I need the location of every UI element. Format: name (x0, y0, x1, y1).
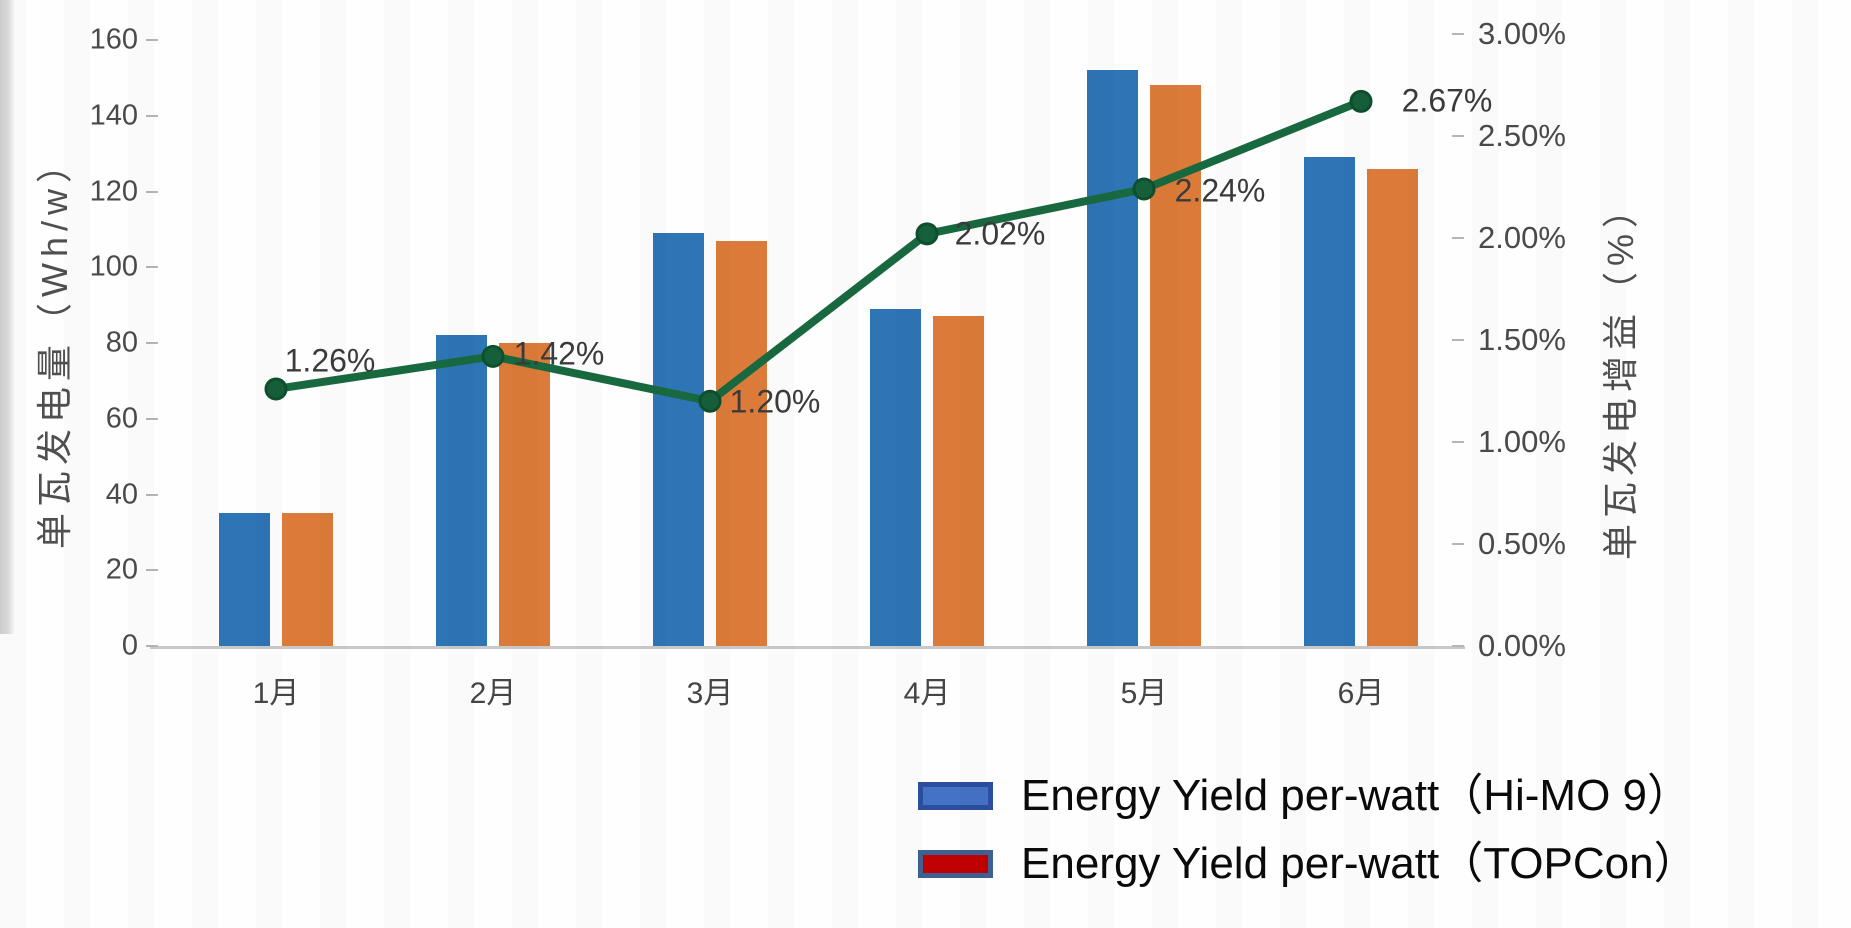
right-axis-tick-mark (1452, 339, 1464, 341)
right-axis-tick-label: 0.50% (1478, 526, 1566, 561)
gain-point-label: 2.02% (954, 215, 1046, 252)
right-axis-tick-label: 3.00% (1478, 16, 1566, 51)
left-axis-tick-mark (146, 39, 158, 41)
left-axis-tick-label: 160 (89, 23, 138, 56)
x-axis-category-label: 4月 (903, 677, 951, 710)
bar-topcon (499, 343, 550, 646)
gain-point-label: 1.20% (729, 383, 821, 420)
gain-point-label: 2.67% (1401, 82, 1493, 119)
gain-line-marker (1349, 89, 1373, 113)
gain-line-marker (264, 377, 288, 401)
right-axis-tick-mark (1452, 33, 1464, 35)
right-axis-tick-mark (1452, 645, 1464, 647)
right-axis-tick-label: 1.00% (1478, 424, 1566, 459)
gain-line-marker (698, 389, 722, 413)
gain-point-label: 1.42% (513, 335, 605, 372)
bar-himo9 (653, 233, 704, 646)
gain-line-marker (481, 344, 505, 368)
right-axis-tick-mark (1452, 543, 1464, 545)
left-axis-tick-label: 20 (105, 553, 138, 586)
left-axis-tick-mark (146, 569, 158, 572)
left-axis-tick-mark (146, 266, 158, 269)
gain-point-label: 1.26% (284, 342, 376, 379)
left-axis-tick-mark (146, 114, 158, 117)
left-axis-tick-mark (146, 342, 158, 344)
right-axis-tick-label: 2.00% (1478, 220, 1566, 255)
right-axis-tick-mark (1452, 237, 1464, 239)
bar-topcon (282, 513, 333, 646)
gain-line-marker (1132, 177, 1156, 201)
right-axis-tick-label: 0.00% (1478, 628, 1566, 663)
right-axis-tick-label: 1.50% (1478, 322, 1566, 357)
left-axis-tick-label: 60 (105, 402, 138, 435)
x-axis-line (150, 646, 1465, 649)
right-axis-tick-mark (1452, 135, 1464, 137)
x-axis-category-label: 1月 (252, 677, 300, 710)
x-axis-category-label: 5月 (1120, 677, 1168, 710)
gain-line (275, 97, 1363, 406)
right-axis-tick-label: 2.50% (1478, 118, 1566, 153)
bar-topcon (716, 240, 767, 646)
gain-line-marker (915, 222, 939, 246)
bar-himo9 (870, 308, 921, 646)
x-axis-category-label: 6月 (1337, 677, 1385, 710)
gain-point-label: 2.24% (1174, 172, 1266, 209)
bar-himo9 (1304, 157, 1355, 646)
left-axis-tick-label: 0 (121, 629, 138, 662)
left-axis-tick-label: 120 (89, 175, 138, 207)
scan-edge-artifact (0, 0, 15, 634)
left-axis-tick-label: 40 (105, 478, 138, 510)
x-axis-category-label: 2月 (469, 677, 517, 710)
right-axis-tick-mark (1452, 441, 1464, 443)
left-axis-tick-mark (146, 493, 158, 496)
bar-himo9 (1087, 70, 1138, 646)
left-axis-tick-label: 140 (89, 99, 138, 132)
left-axis-tick-mark (146, 645, 158, 647)
left-axis-tick-mark (146, 190, 158, 193)
bar-topcon (933, 316, 984, 646)
left-axis-tick-label: 80 (105, 326, 138, 359)
bar-himo9 (436, 335, 487, 646)
x-axis-category-label: 3月 (686, 677, 734, 710)
left-axis-tick-mark (146, 417, 158, 420)
bar-himo9 (219, 513, 270, 646)
left-axis-tick-label: 100 (89, 250, 138, 283)
bar-topcon (1367, 168, 1418, 646)
